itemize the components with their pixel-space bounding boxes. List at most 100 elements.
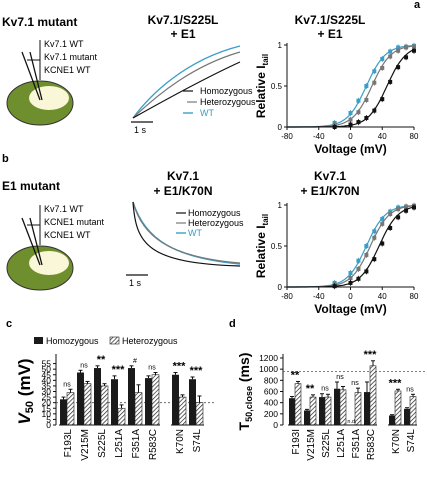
x-tick-label: -40 xyxy=(313,292,325,301)
bar-heterozygous xyxy=(83,383,92,426)
data-point-heterozygous xyxy=(348,275,353,280)
data-point-homozygous xyxy=(332,284,337,289)
significance-label: ns xyxy=(148,365,156,372)
y-tick-label: 25 xyxy=(42,392,52,402)
cell-oocyte-pole xyxy=(29,251,69,275)
bar-homozygous xyxy=(404,408,410,425)
panel-b-letter: b xyxy=(2,153,9,165)
x-category-label: S74L xyxy=(406,429,417,453)
data-point-homozygous xyxy=(364,269,369,274)
bar-heterozygous xyxy=(134,392,143,426)
y-tick-label: 45 xyxy=(42,370,52,380)
trace-legend-homozygous: Homozygous xyxy=(188,208,241,218)
data-point-wt xyxy=(380,56,385,61)
bar-heterozygous xyxy=(294,383,302,426)
data-point-homozygous xyxy=(372,108,377,113)
significance-label: ns xyxy=(63,381,71,388)
x-category-label: K70N xyxy=(391,429,402,454)
trace-legend-heterozygous: Heterozygous xyxy=(200,97,256,107)
trace-heterozygous xyxy=(132,51,241,119)
bar-heterozygous xyxy=(309,396,317,426)
x-category-label: F193L xyxy=(63,429,74,458)
bar-heterozygous xyxy=(66,392,75,426)
data-point-wt xyxy=(372,69,377,74)
x-category-label: S225L xyxy=(321,429,332,458)
bar-heterozygous xyxy=(324,396,332,426)
legend-label-homozygous: Homozygous xyxy=(46,336,99,346)
significance-label: *** xyxy=(173,361,187,373)
legend-swatch-homozygous xyxy=(34,337,43,344)
legend-label-heterozygous: Heterozygous xyxy=(122,336,178,346)
bar-homozygous xyxy=(304,410,310,425)
trace-wt xyxy=(132,45,241,119)
significance-label: ** xyxy=(97,354,106,366)
y-tick-label: 40 xyxy=(42,375,52,385)
y-tick-label: 0 xyxy=(273,420,278,430)
data-point-heterozygous xyxy=(356,110,361,115)
data-point-wt xyxy=(356,98,361,103)
data-point-homozygous xyxy=(348,122,353,127)
bar-heterozygous xyxy=(394,390,402,426)
data-point-homozygous xyxy=(332,125,337,129)
data-point-heterozygous xyxy=(396,207,401,212)
cartoon-item: KCNE1 mutant xyxy=(44,217,105,227)
data-point-homozygous xyxy=(404,208,409,213)
y-axis-label-sub: tail xyxy=(261,54,270,66)
bar-homozygous xyxy=(77,372,84,425)
panel-a-cartoon: Kv7.1 mutant Kv7.1 WT Kv7.1 mutant KCNE1… xyxy=(2,15,98,126)
cartoon-item: KCNE1 WT xyxy=(44,65,91,75)
x-category-label: K70N xyxy=(175,429,186,454)
data-point-heterozygous xyxy=(396,48,401,53)
gv-chart-a: -80 -40 0 40 80 0 0.5 1 Voltage (mV) Relative Ita… xyxy=(254,41,419,156)
y-tick-label: 15 xyxy=(42,403,52,413)
trace-title: + E1/K70N xyxy=(153,184,212,198)
y-axis-label-main: Relative I xyxy=(254,65,268,118)
y-tick-label: 1 xyxy=(278,41,283,50)
panel-a-cartoon-label: Kv7.1 mutant xyxy=(2,15,77,29)
bar-homozygous xyxy=(319,397,325,425)
data-point-homozygous xyxy=(380,97,385,102)
data-point-heterozygous xyxy=(364,253,369,258)
bar-homozygous xyxy=(94,368,101,425)
significance-label: *** xyxy=(190,365,204,377)
electrode-line xyxy=(21,217,41,266)
significance-label: *** xyxy=(112,364,126,376)
significance-label: ** xyxy=(291,369,300,381)
data-point-homozygous xyxy=(396,215,401,220)
scale-bar-label: 1 s xyxy=(134,125,147,135)
x-category-label: F351A xyxy=(351,429,362,459)
significance-label: *** xyxy=(364,349,378,361)
trace-title: + E1 xyxy=(170,27,195,41)
x-tick-label: -80 xyxy=(281,132,293,141)
significance-label: ns xyxy=(321,386,329,393)
x-tick-label: 40 xyxy=(378,132,387,141)
y-axis-label-sub: 50,close xyxy=(244,386,254,422)
x-category-label: S225L xyxy=(97,429,108,458)
trace-legend-heterozygous: Heterozygous xyxy=(188,218,244,228)
panel-a-curve-title: Kv7.1/S225L xyxy=(295,13,366,27)
data-point-homozygous xyxy=(388,225,393,230)
x-category-label: R583C xyxy=(148,429,159,460)
significance-label: *** xyxy=(389,377,403,389)
x-tick-label: -80 xyxy=(281,292,293,301)
significance-label: ns xyxy=(336,374,344,381)
trace-title: Kv7.1 xyxy=(167,169,199,183)
panel-c-letter: c xyxy=(6,318,12,330)
bar-homozygous xyxy=(389,415,395,425)
panel-a-letter: a xyxy=(414,0,421,11)
data-point-heterozygous xyxy=(380,65,385,70)
data-point-heterozygous xyxy=(412,44,416,49)
data-point-heterozygous xyxy=(372,80,377,85)
y-tick-label: 600 xyxy=(264,387,278,397)
x-category-label: R583C xyxy=(366,429,377,460)
y-tick-label: 0 xyxy=(46,420,51,430)
significance-label: ns xyxy=(406,386,414,393)
bar-heterozygous xyxy=(100,385,109,426)
data-point-wt xyxy=(396,45,401,50)
data-point-wt xyxy=(372,229,377,234)
trace-legend-homozygous: Homozygous xyxy=(200,86,253,96)
cell-oocyte-pole xyxy=(29,86,69,110)
panel-b-traces: Kv7.1 + E1/K70N Homozygous Heterozygous … xyxy=(126,169,244,288)
data-point-heterozygous xyxy=(348,117,353,122)
